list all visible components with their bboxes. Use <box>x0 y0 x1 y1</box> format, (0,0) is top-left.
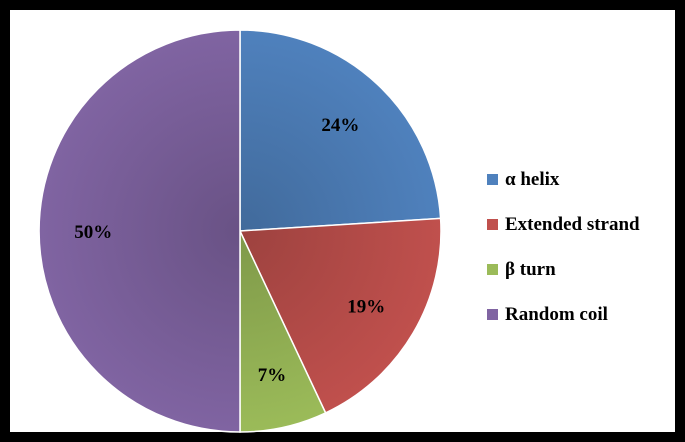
legend-label-2: β turn <box>505 259 556 280</box>
data-label-2: 7% <box>258 365 287 386</box>
slice-0 <box>239 29 442 232</box>
legend-item-0: α helix <box>487 169 560 190</box>
legend-item-3: Random coil <box>487 304 608 325</box>
data-label-0: 24% <box>321 115 359 136</box>
slice-3 <box>38 29 241 433</box>
legend-label-1: Extended strand <box>505 214 640 235</box>
pie-slices <box>38 29 442 433</box>
legend-swatch-1 <box>487 219 498 230</box>
legend-label-0: α helix <box>505 169 560 190</box>
data-label-1: 19% <box>347 297 385 318</box>
slice-1 <box>238 217 442 414</box>
legend-swatch-0 <box>487 174 498 185</box>
legend: α helix Extended strand β turn Random coil <box>487 169 640 325</box>
legend-swatch-2 <box>487 264 498 275</box>
legend-label-3: Random coil <box>505 304 608 325</box>
legend-swatch-3 <box>487 309 498 320</box>
pie-data-labels: 24% 19% 7% 50% <box>74 115 385 386</box>
legend-item-1: Extended strand <box>487 214 640 235</box>
legend-item-2: β turn <box>487 259 556 280</box>
data-label-3: 50% <box>74 222 112 243</box>
